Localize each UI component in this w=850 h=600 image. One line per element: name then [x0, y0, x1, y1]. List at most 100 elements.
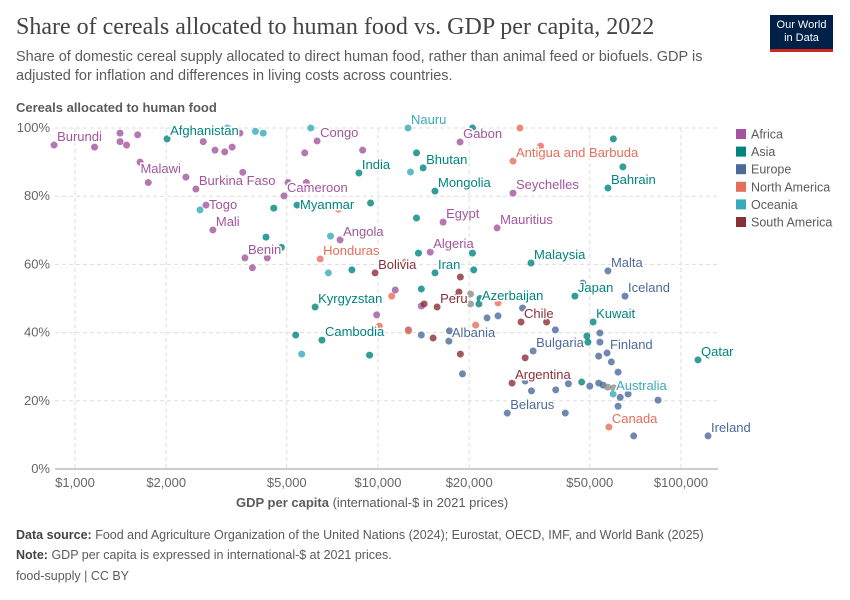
- legend-swatch: [736, 217, 746, 227]
- point-label: Bahrain: [611, 172, 656, 187]
- y-tick-label: 40%: [24, 325, 50, 340]
- data-point: [589, 318, 597, 326]
- legend-swatch: [736, 199, 746, 210]
- data-point: [445, 337, 453, 345]
- legend-item[interactable]: Europe: [751, 163, 791, 177]
- point-label: Malawi: [140, 161, 181, 176]
- data-point: [468, 249, 476, 257]
- point-label: Togo: [209, 197, 237, 212]
- point-label: Mali: [216, 214, 240, 229]
- point-label: Argentina: [515, 367, 571, 382]
- point-label: Congo: [320, 125, 358, 140]
- point-label: Iceland: [628, 280, 670, 295]
- data-point: [324, 269, 332, 277]
- data-point: [605, 423, 613, 431]
- point-label: Bolivia: [378, 257, 417, 272]
- data-point: [359, 146, 367, 154]
- data-point: [616, 393, 624, 401]
- data-point: [456, 273, 464, 281]
- data-point: [624, 390, 632, 398]
- data-point: [292, 331, 300, 339]
- data-point: [116, 129, 124, 137]
- data-point: [607, 358, 615, 366]
- data-point: [694, 356, 702, 364]
- data-point: [445, 327, 453, 335]
- point-label: Malta: [611, 255, 644, 270]
- data-point: [509, 189, 517, 197]
- point-label: Ireland: [711, 420, 751, 435]
- point-label: Seychelles: [516, 177, 579, 192]
- legend-item[interactable]: North America: [751, 180, 830, 194]
- data-point: [414, 249, 422, 257]
- data-point: [595, 352, 603, 360]
- data-point: [313, 137, 321, 145]
- y-tick-label: 100%: [17, 120, 51, 135]
- owid-logo[interactable]: Our World in Data: [770, 15, 833, 52]
- x-tick-label: $5,000: [267, 475, 307, 490]
- point-label: Gabon: [463, 126, 502, 141]
- point-label: Peru: [440, 291, 467, 306]
- data-point: [298, 350, 306, 358]
- data-point: [540, 373, 548, 381]
- data-point: [468, 124, 476, 132]
- point-label: Belarus: [510, 397, 555, 412]
- data-point: [579, 279, 587, 287]
- data-point: [475, 300, 483, 308]
- data-point: [334, 205, 342, 213]
- point-label: Benin: [248, 242, 281, 257]
- data-point: [586, 382, 594, 390]
- data-point: [458, 370, 466, 378]
- data-point: [610, 384, 618, 392]
- data-point: [654, 396, 662, 404]
- legend-item[interactable]: Africa: [751, 128, 783, 142]
- data-point: [527, 259, 535, 267]
- data-point: [182, 173, 190, 181]
- data-point: [529, 347, 537, 355]
- y-tick-label: 0%: [31, 461, 50, 476]
- data-point: [116, 138, 124, 146]
- point-label: Mauritius: [500, 212, 553, 227]
- data-point: [527, 387, 535, 395]
- data-point: [456, 138, 464, 146]
- x-tick-label: $10,000: [355, 475, 402, 490]
- legend-swatch: [736, 129, 746, 139]
- data-point: [571, 292, 579, 300]
- data-point: [251, 127, 259, 135]
- data-point: [431, 269, 439, 277]
- point-label: India: [362, 157, 391, 172]
- data-point: [609, 390, 617, 398]
- source-text: Food and Agriculture Organization of the…: [95, 528, 704, 542]
- point-label: Canada: [612, 411, 658, 426]
- point-label: Albania: [452, 325, 496, 340]
- data-point: [604, 267, 612, 275]
- data-point: [413, 149, 421, 157]
- y-tick-label: 60%: [24, 256, 50, 271]
- data-point: [503, 409, 511, 417]
- data-point: [704, 432, 712, 440]
- source-label: Data source:: [16, 528, 92, 542]
- logo-text: in Data: [784, 32, 819, 44]
- data-point: [516, 124, 524, 132]
- data-point: [417, 331, 425, 339]
- data-point: [494, 299, 502, 307]
- data-point: [517, 318, 525, 326]
- data-point: [521, 354, 529, 362]
- legend-item[interactable]: Asia: [751, 145, 775, 159]
- data-point: [248, 264, 256, 272]
- point-label: Chile: [524, 306, 554, 321]
- data-point: [521, 377, 529, 385]
- legend-item[interactable]: South America: [751, 216, 832, 230]
- credit[interactable]: food-supply | CC BY: [16, 569, 130, 583]
- data-point: [301, 149, 309, 157]
- data-point: [630, 432, 638, 440]
- x-axis-label: GDP per capita (international-$ in 2021 …: [236, 495, 508, 510]
- point-label: Egypt: [446, 206, 480, 221]
- data-point: [348, 266, 356, 274]
- data-point: [578, 378, 586, 386]
- data-point: [609, 135, 617, 143]
- point-label: Malaysia: [534, 247, 586, 262]
- legend-item[interactable]: Oceania: [751, 198, 798, 212]
- data-point: [604, 383, 612, 391]
